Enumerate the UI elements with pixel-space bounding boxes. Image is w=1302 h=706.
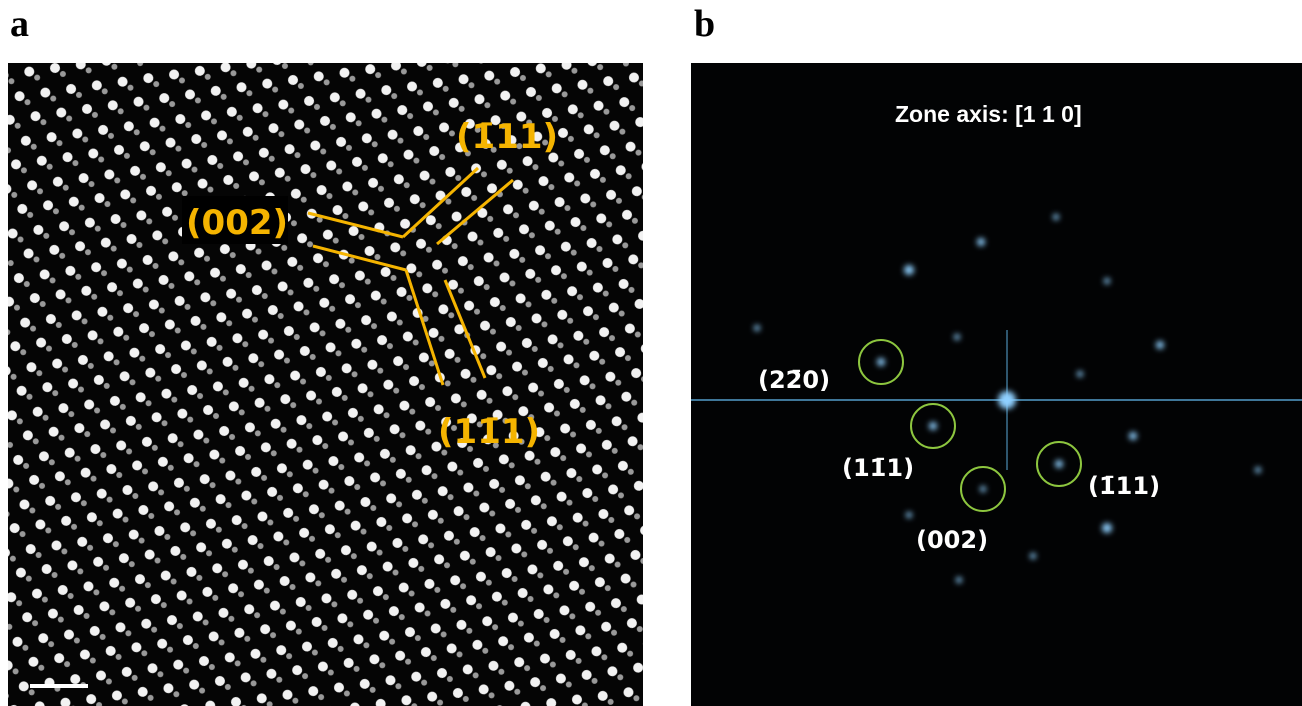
- spot-label: (22̄0): [758, 366, 830, 394]
- panel-label: a: [10, 3, 29, 45]
- spot-label: (11̄1): [842, 454, 914, 482]
- figure: a (002) (1̄11) (11̄1) b Zone axis: [1 1 …: [0, 0, 1302, 706]
- plane-label: (002): [186, 203, 288, 243]
- plane-label: (1̄11): [456, 117, 558, 157]
- scale-bar: [30, 684, 88, 688]
- plane-label: (11̄1): [438, 412, 540, 452]
- spot-label: (1̄11): [1088, 472, 1160, 500]
- spot-label: (002): [916, 526, 988, 554]
- panel-label: b: [694, 3, 715, 45]
- hrtem-image: [8, 63, 643, 706]
- zone-axis: Zone axis: [1 1 0]: [895, 101, 1082, 127]
- page: a (002) (1̄11) (11̄1) b Zone axis: [1 1 …: [0, 0, 1302, 706]
